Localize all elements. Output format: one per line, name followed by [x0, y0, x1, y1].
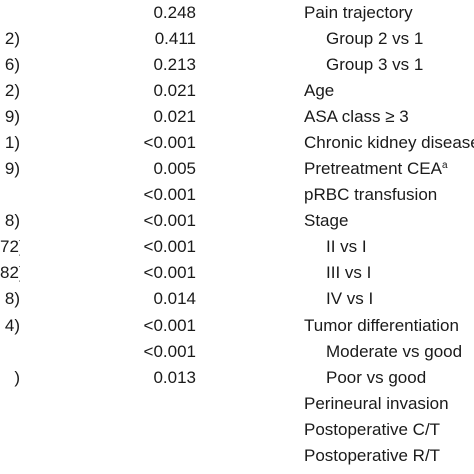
table-row: Perineural invasion: [0, 391, 474, 417]
table-row: 2) 0.021 Age: [0, 78, 474, 104]
table-row: 1) <0.001 Chronic kidney disease: [0, 130, 474, 156]
variable-cell: Chronic kidney disease: [304, 133, 474, 152]
variable-cell: Group 3 vs 1: [326, 55, 424, 74]
variable-cell: Tumor differentiation: [304, 316, 459, 335]
table-row: 6) 0.213 Group 3 vs 1: [0, 52, 474, 78]
p-value-cell: 0.014: [153, 289, 196, 308]
ci-cell: 9): [4, 159, 20, 178]
table-row: 4) <0.001 Tumor differentiation: [0, 313, 474, 339]
ci-cell: 1): [4, 133, 20, 152]
table-row: 8) 0.014 IV vs I: [0, 286, 474, 312]
variable-cell: ASA class ≥ 3: [304, 107, 409, 126]
variable-cell: Poor vs good: [326, 368, 427, 387]
p-value-cell: 0.411: [154, 29, 196, 48]
variable-cell: Group 2 vs 1: [326, 29, 424, 48]
p-value-cell: <0.001: [143, 133, 196, 152]
table-row: 9) 0.005 Pretreatment CEAa: [0, 156, 474, 182]
ci-cell: 6): [4, 55, 20, 74]
table-row: 72) <0.001 II vs I: [0, 234, 474, 260]
p-value-cell: <0.001: [143, 237, 196, 256]
table-row: ) 0.013 Poor vs good: [0, 365, 474, 391]
variable-cell: Stage: [304, 211, 349, 230]
variable-cell: Postoperative R/T: [304, 446, 441, 465]
table-row: Postoperative R/T: [0, 443, 474, 469]
ci-cell: 82): [0, 263, 20, 282]
ci-cell: 9): [4, 107, 20, 126]
ci-cell: 72): [0, 237, 20, 256]
ci-cell: 2): [4, 29, 20, 48]
p-value-cell: <0.001: [143, 263, 196, 282]
variable-cell: Pain trajectory: [304, 3, 413, 22]
table-row: 9) 0.021 ASA class ≥ 3: [0, 104, 474, 130]
ci-cell: ): [14, 368, 20, 387]
variable-label: Pretreatment CEA: [304, 159, 442, 178]
variable-cell: Age: [304, 81, 335, 100]
p-value-cell: <0.001: [143, 211, 196, 230]
variable-cell: Perineural invasion: [304, 394, 449, 413]
p-value-cell: <0.001: [143, 342, 196, 361]
p-value-cell: 0.213: [153, 55, 196, 74]
ci-cell: 4): [4, 316, 20, 335]
table-row: 8) <0.001 Stage: [0, 208, 474, 234]
table-row: <0.001 pRBC transfusion: [0, 182, 474, 208]
table-row: <0.001 Moderate vs good: [0, 339, 474, 365]
variable-cell: III vs I: [326, 263, 372, 282]
p-value-cell: <0.001: [143, 185, 196, 204]
p-value-cell: 0.021: [153, 107, 196, 126]
p-value-cell: 0.013: [153, 368, 196, 387]
variable-cell: pRBC transfusion: [304, 185, 438, 204]
ci-cell: 8): [4, 289, 20, 308]
footnote-marker: a: [441, 160, 448, 171]
table-row: 82) <0.001 III vs I: [0, 260, 474, 286]
variable-cell: Moderate vs good: [326, 342, 463, 361]
ci-cell: 2): [4, 81, 20, 100]
table-row: 2) 0.411 Group 2 vs 1: [0, 26, 474, 52]
p-value-cell: 0.021: [153, 81, 196, 100]
variable-cell: Pretreatment CEAa: [304, 156, 448, 182]
variable-cell: IV vs I: [326, 289, 374, 308]
table-row: Postoperative C/T: [0, 417, 474, 443]
variable-cell: II vs I: [326, 237, 367, 256]
table-row: 0.248 Pain trajectory: [0, 0, 474, 26]
variable-cell: Postoperative C/T: [304, 420, 441, 439]
ci-cell: 8): [4, 211, 20, 230]
p-value-cell: 0.248: [153, 3, 196, 22]
p-value-cell: <0.001: [143, 316, 196, 335]
p-value-cell: 0.005: [153, 159, 196, 178]
